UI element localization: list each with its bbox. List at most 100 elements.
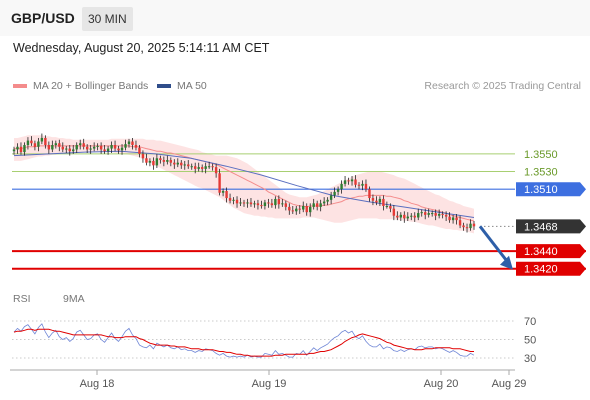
candle-body <box>288 206 291 211</box>
legend-ma20: MA 20 + Bollinger Bands <box>13 80 148 92</box>
candle-body <box>194 166 197 169</box>
candle-body <box>65 148 68 150</box>
timestamp: Wednesday, August 20, 2025 5:14:11 AM CE… <box>13 41 270 55</box>
level-label: 1.3420 <box>524 264 558 276</box>
candle-body <box>141 153 145 159</box>
candle-body <box>82 143 85 147</box>
level-label: 1.3468 <box>524 221 558 233</box>
candle-body <box>305 206 308 213</box>
candle-body <box>302 206 305 210</box>
candle-body <box>326 199 329 202</box>
candle-body <box>319 203 322 207</box>
candle-body <box>270 203 274 206</box>
candle-body <box>197 167 200 169</box>
candle-body <box>413 215 416 218</box>
candle-body <box>329 195 333 200</box>
header-bar: GBP/USD 30 MIN <box>0 0 590 36</box>
candle-body <box>120 147 124 151</box>
candle-body <box>239 202 242 204</box>
candle-body <box>406 216 409 219</box>
candle-body <box>138 147 141 154</box>
candle-body <box>204 166 207 169</box>
candle-body <box>361 183 364 186</box>
candle-body <box>430 213 434 215</box>
candle-body <box>235 199 239 204</box>
candle-body <box>176 162 179 165</box>
x-tick-label: Aug 18 <box>80 378 115 390</box>
candle-body <box>214 167 218 174</box>
candle-body <box>145 158 148 163</box>
candle-body <box>420 212 423 214</box>
candle-body <box>312 203 315 207</box>
candle-body <box>225 190 228 199</box>
symbol-label: GBP/USD <box>11 10 75 26</box>
level-tag-pivot <box>516 182 586 197</box>
candle-body <box>472 223 476 227</box>
candle-body <box>124 144 127 148</box>
rsi-9ma-line <box>13 328 474 357</box>
candle-body <box>368 189 371 199</box>
candle-body <box>79 143 82 146</box>
price-level-labels: 1.3550 1.3530 1.3510 1.3468 1.3440 1.3420 <box>516 149 586 276</box>
candle-body <box>392 208 396 216</box>
candle-body <box>462 225 465 228</box>
candle-body <box>256 203 260 206</box>
candle-body <box>148 160 152 163</box>
level-label: 1.3440 <box>524 246 558 258</box>
candle-body <box>152 160 155 166</box>
candle-body <box>382 198 385 206</box>
candle-body <box>295 208 298 212</box>
candle-body <box>469 223 472 229</box>
candle-body <box>113 145 117 149</box>
candle-body <box>385 206 389 207</box>
candle-body <box>19 146 23 153</box>
legend-rsi: RSI <box>13 293 31 305</box>
candle-body <box>448 216 451 221</box>
candle-body <box>444 214 448 217</box>
candle-body <box>298 208 301 210</box>
candle-body <box>68 148 71 152</box>
candle-body <box>458 220 462 226</box>
timeframe-badge[interactable]: 30 MIN <box>82 7 133 31</box>
candle-body <box>424 212 427 215</box>
candle-body <box>434 213 437 216</box>
candle-body <box>357 184 361 186</box>
candle-body <box>221 190 225 193</box>
candle-body <box>159 158 162 161</box>
candle-body <box>437 213 441 216</box>
candle-body <box>30 140 33 144</box>
credit-text: Research © 2025 Trading Central <box>424 80 581 92</box>
bollinger-band <box>14 135 474 234</box>
bollinger-band-layer <box>14 135 474 234</box>
legend-rsi-label: RSI <box>13 293 31 305</box>
candle-body <box>291 210 294 212</box>
candle-body <box>173 162 176 165</box>
x-axis: Aug 18 Aug 19 Aug 20 Aug 29 <box>10 369 526 390</box>
candle-body <box>211 166 214 168</box>
candle-body <box>242 202 246 204</box>
candle-body <box>47 145 51 150</box>
rsi-panel: 70 50 30 <box>12 316 536 365</box>
candle-body <box>396 215 399 218</box>
candle-body <box>23 145 26 153</box>
candle-body <box>465 227 469 229</box>
level-label: 1.3550 <box>524 149 558 161</box>
candle-body <box>155 158 159 166</box>
candle-body <box>371 198 375 201</box>
candles-layer <box>12 133 476 233</box>
candle-body <box>274 198 277 206</box>
forecast-arrow-head <box>500 255 513 270</box>
candle-body <box>162 160 166 162</box>
rsi-tick-label: 70 <box>524 316 536 328</box>
candle-body <box>249 202 253 205</box>
candle-body <box>54 143 58 146</box>
candle-body <box>309 206 312 213</box>
candle-body <box>75 145 78 150</box>
candle-body <box>106 148 110 152</box>
candle-body <box>200 167 204 169</box>
candle-body <box>427 213 430 215</box>
legend-rsi-ma-label: 9MA <box>63 293 85 305</box>
candle-body <box>378 198 382 203</box>
candle-body <box>51 145 54 150</box>
candle-body <box>180 162 183 166</box>
